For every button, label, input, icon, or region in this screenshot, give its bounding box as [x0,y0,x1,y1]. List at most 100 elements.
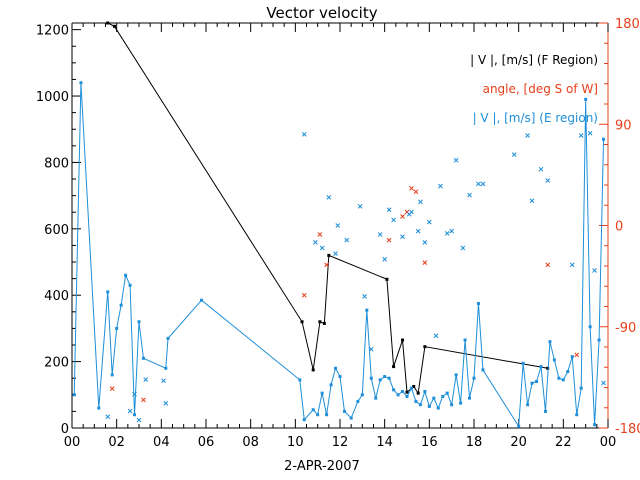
data-point [423,345,427,349]
data-point [418,403,422,407]
scatter-point [132,391,137,397]
data-point [72,393,76,397]
x-tick-label: 18 [466,435,483,450]
chart-title: Vector velocity [266,4,377,22]
y2-tick-label: -90 [615,321,636,336]
y2-tick-label: 90 [615,118,632,133]
data-point [472,376,476,380]
scatter-point [422,240,428,245]
scatter-point [418,199,423,205]
data-point [137,320,141,324]
scatter-point [127,408,133,414]
data-point [602,137,606,141]
scatter-point [362,294,367,299]
data-point [427,404,431,408]
scatter-point [444,231,450,236]
y-tick-label: 1000 [36,90,69,105]
data-point [320,391,324,395]
data-point [164,366,168,370]
scatter-point [141,397,146,403]
data-point [329,383,333,387]
series-line [107,22,548,395]
scatter-point [438,183,443,189]
scatter-point [163,400,169,406]
y-tick-label: 800 [44,156,69,171]
data-point [133,413,137,417]
legend: | V |, [m/s] (F Region) angle, [deg S of… [470,53,598,125]
scatter-point [301,292,307,298]
scatter-point [382,256,388,262]
scatter-point [161,378,166,384]
scatter-point [574,352,580,358]
scatter-point [400,214,405,219]
scatter-point [601,380,606,386]
data-point [334,366,338,370]
data-point [432,396,436,400]
x-tick-label: 16 [421,435,438,450]
data-point [112,24,116,28]
data-point [526,403,530,407]
data-point [409,386,413,390]
data-point [378,378,382,382]
y2-tick-label: 0 [615,220,623,235]
scatter-point [357,204,363,209]
data-point [588,325,592,329]
scatter-point [368,346,374,352]
x-tick-label: 12 [332,435,349,450]
scatter-point [136,417,142,423]
scatter-point [422,260,428,265]
data-point [119,303,123,307]
data-point [106,290,110,294]
x-tick-label: 00 [600,435,617,450]
data-point [401,389,405,393]
data-point [454,373,458,377]
scatter-point [391,217,396,223]
scatter-point [449,228,455,234]
scatter-point [415,228,421,234]
scatter-point [400,234,405,240]
data-point [325,413,329,417]
data-point [570,355,574,359]
data-point [405,390,409,394]
data-point [423,389,427,393]
data-point [476,302,480,306]
data-point [318,320,322,324]
data-point [392,388,396,392]
data-point [298,378,302,382]
scatter-point [143,377,149,382]
y2-tick-label: -180 [615,422,640,437]
data-point [338,375,342,379]
x-tick-label: 08 [242,435,259,450]
data-point [530,381,534,385]
data-point [481,368,485,372]
x-tick-label: 22 [555,435,572,450]
data-point [557,376,561,380]
data-point [349,416,353,420]
x-tick-label: 02 [108,435,125,450]
scatter-point [344,237,350,243]
scatter-point [313,240,318,245]
scatter-point [467,192,472,198]
data-point [441,394,445,398]
y-tick-label: 200 [44,356,69,371]
x-tick-label: 04 [153,435,170,450]
data-point [115,326,119,330]
scatter-point [105,414,111,420]
data-point [387,376,391,380]
data-point [593,423,597,427]
data-point [311,368,315,372]
data-point [468,396,472,400]
data-point [436,406,440,410]
scatter-point [333,251,338,256]
scatter-point [324,262,329,268]
y2-tick-label: 180 [615,17,640,32]
scatter-point [460,245,466,251]
data-point [579,386,583,390]
legend-angle: angle, [deg S of W] [483,82,598,96]
scatter-point [538,166,544,172]
data-point [302,418,306,422]
data-point [416,391,420,395]
scatter-point [317,232,323,237]
data-point [535,380,539,384]
